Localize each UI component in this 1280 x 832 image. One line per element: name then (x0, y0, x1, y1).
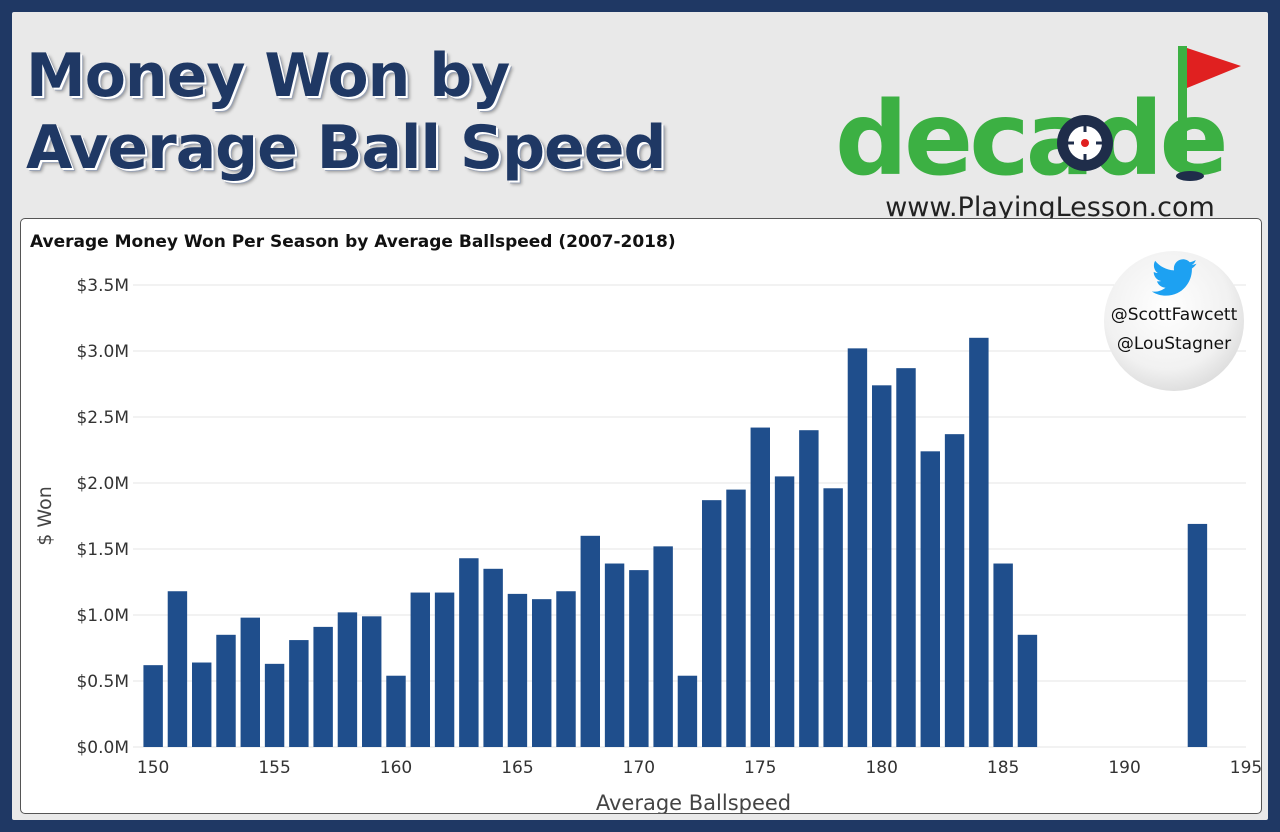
bar (702, 500, 722, 747)
bar (847, 348, 868, 747)
x-tick-label: 155 (258, 758, 290, 778)
y-tick-label: $1.5M (76, 540, 129, 560)
bar (459, 558, 479, 747)
bar (362, 616, 382, 747)
bar (1017, 634, 1038, 747)
bar (993, 563, 1013, 747)
bar (410, 592, 430, 747)
bar (386, 675, 406, 747)
y-tick-label: $0.0M (76, 738, 129, 758)
x-tick-label: 180 (865, 758, 897, 778)
bar (750, 427, 770, 747)
y-tick-label: $0.5M (76, 672, 129, 692)
headline-line-2: Average Ball Speed (26, 113, 666, 183)
x-tick-label: 170 (623, 758, 655, 778)
chart-card: Average Money Won Per Season by Average … (20, 218, 1262, 814)
bar (920, 451, 940, 747)
bar (774, 476, 795, 747)
logo-url: www.PlayingLesson.com (885, 192, 1215, 223)
bar (192, 662, 212, 747)
bar (629, 570, 649, 747)
x-tick-label: 160 (380, 758, 412, 778)
x-tick-label: 165 (501, 758, 533, 778)
bar (677, 675, 698, 747)
headline: Money Won by Average Ball Speed (26, 40, 666, 184)
y-tick-label: $2.5M (76, 408, 129, 428)
bar (580, 535, 600, 747)
flag-icon (1178, 46, 1241, 166)
y-axis-label: $ Won (34, 486, 56, 545)
y-tick-label: $1.0M (76, 606, 129, 626)
twitter-bird-icon (1152, 259, 1198, 296)
y-tick-label: $3.5M (76, 276, 129, 296)
bar (167, 591, 188, 747)
y-tick-label: $2.0M (76, 474, 129, 494)
logo-wordmark: decade (835, 80, 1225, 199)
bar (289, 640, 309, 747)
bar (264, 663, 285, 747)
decade-logo: decade (835, 46, 1241, 199)
bar (872, 385, 892, 747)
x-tick-label: 190 (1108, 758, 1140, 778)
bar (483, 568, 503, 747)
bar (896, 368, 916, 747)
headline-line-1: Money Won by (26, 41, 510, 111)
x-tick-label: 195 (1230, 758, 1261, 778)
chart-title: Average Money Won Per Season by Average … (30, 232, 676, 252)
bar (337, 612, 358, 747)
x-axis-label: Average Ballspeed (596, 791, 791, 813)
bar (1187, 523, 1208, 747)
bar (944, 434, 965, 747)
bar (969, 337, 989, 747)
twitter-badge: @ScottFawcett @LouStagner (1104, 251, 1244, 391)
y-tick-label: $3.0M (76, 342, 129, 362)
bar-chart: $0.0M $0.5M $1.0M $1.5M $2.0M $2.5M $3.0M $3.5M… (34, 276, 1261, 813)
bar (799, 430, 819, 747)
twitter-handle-1: @ScottFawcett (1110, 305, 1238, 325)
bar (556, 591, 576, 747)
bar (653, 546, 673, 747)
twitter-handle-2: @LouStagner (1116, 334, 1232, 354)
target-crosshair-icon (1057, 115, 1113, 171)
bar (434, 592, 455, 747)
bar (313, 626, 333, 747)
bar (823, 488, 843, 747)
bar (604, 563, 625, 747)
bar (532, 599, 552, 747)
infographic-frame: Money Won by Average Ball Speed decade w… (12, 12, 1268, 820)
x-tick-label: 150 (137, 758, 169, 778)
bar (726, 489, 746, 747)
x-tick-label: 175 (744, 758, 776, 778)
bar (507, 593, 528, 747)
bar (216, 634, 236, 747)
x-tick-label: 185 (987, 758, 1019, 778)
bar (240, 617, 260, 747)
bar (143, 665, 163, 747)
